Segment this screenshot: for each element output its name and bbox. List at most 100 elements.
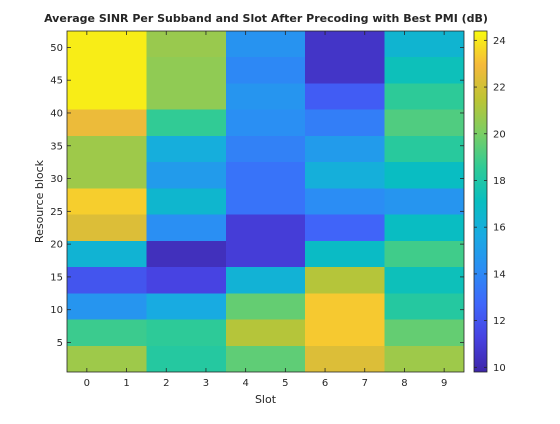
- heatmap-cell: [146, 267, 226, 294]
- y-tick-label: 30: [50, 174, 63, 185]
- colorbar-tick-label: 20: [493, 129, 506, 140]
- x-tick-label: 7: [362, 378, 368, 389]
- colorbar-tick-label: 18: [493, 176, 506, 187]
- heatmap-cell: [146, 319, 226, 346]
- heatmap-cell: [67, 214, 147, 241]
- y-tick-label: 20: [50, 240, 63, 251]
- y-tick-label: 15: [50, 272, 63, 283]
- heatmap-cell: [146, 345, 226, 372]
- heatmap-cell: [225, 162, 306, 189]
- heatmap-cell: [384, 188, 464, 215]
- heatmap-cell: [67, 188, 147, 215]
- heatmap-cell: [305, 240, 385, 268]
- heatmap-cell: [146, 31, 226, 58]
- colorbar-tick-label: 22: [493, 83, 506, 94]
- heatmap-cell: [225, 214, 306, 241]
- heatmap-cell: [384, 345, 464, 372]
- colorbar-tick-label: 14: [493, 269, 506, 280]
- heatmap-cell: [384, 162, 464, 189]
- heatmap-cell: [384, 267, 464, 294]
- x-tick-label: 6: [322, 378, 328, 389]
- heatmap-cell: [225, 135, 306, 163]
- heatmap-cell: [305, 293, 385, 320]
- heatmap-cell: [146, 188, 226, 215]
- heatmap-cell: [67, 240, 147, 268]
- colorbar-tick-label: 16: [493, 223, 506, 234]
- heatmap-cell: [225, 109, 306, 136]
- colorbar-tick-label: 10: [493, 363, 506, 374]
- colorbar-tick-label: 24: [493, 36, 506, 47]
- heatmap-cell: [384, 319, 464, 346]
- heatmap-cell: [225, 57, 306, 84]
- heatmap-cell: [146, 109, 226, 136]
- heatmap-cell: [305, 214, 385, 241]
- x-tick-label: 4: [242, 378, 248, 389]
- heatmap-cell: [305, 83, 385, 110]
- heatmap-cell: [305, 109, 385, 136]
- heatmap-cell: [67, 31, 147, 58]
- heatmap-cell: [146, 240, 226, 268]
- x-tick-label: 2: [163, 378, 169, 389]
- heatmap-cell: [305, 267, 385, 294]
- heatmap-cell: [305, 188, 385, 215]
- heatmap-cell: [384, 293, 464, 320]
- y-tick-label: 50: [50, 43, 63, 54]
- y-axis-label: Resource block: [33, 159, 46, 243]
- heatmap-cell: [146, 214, 226, 241]
- heatmap-cell: [384, 214, 464, 241]
- x-tick-label: 3: [203, 378, 209, 389]
- heatmap-cell: [384, 109, 464, 136]
- heatmap-cell: [67, 57, 147, 84]
- heatmap-cell: [225, 345, 306, 372]
- heatmap-cell: [67, 135, 147, 163]
- heatmap-cell: [225, 188, 306, 215]
- heatmap-cell: [146, 293, 226, 320]
- heatmap-cell: [67, 267, 147, 294]
- heatmap-cell: [67, 83, 147, 110]
- heatmap-cell: [384, 57, 464, 84]
- x-tick-label: 9: [441, 378, 447, 389]
- heatmap-cell: [67, 293, 147, 320]
- x-tick-label: 8: [401, 378, 407, 389]
- y-tick-label: 5: [57, 338, 63, 349]
- x-tick-label: 0: [84, 378, 90, 389]
- heatmap-cell: [225, 83, 306, 110]
- chart-title: Average SINR Per Subband and Slot After …: [44, 12, 488, 25]
- heatmap-cell: [305, 345, 385, 372]
- heatmap-cell: [305, 162, 385, 189]
- heatmap-cell: [67, 345, 147, 372]
- heatmap-cell: [67, 162, 147, 189]
- heatmap-cell: [305, 31, 385, 58]
- heatmap-cell: [305, 135, 385, 163]
- colorbar: 10 12 14 16 18 20 22 24: [473, 30, 506, 374]
- heatmap-cell: [225, 240, 306, 268]
- heatmap-cell: [384, 31, 464, 58]
- x-tick-label: 5: [282, 378, 288, 389]
- colorbar-gradient: [473, 30, 488, 373]
- colorbar-tick-label: 12: [493, 316, 506, 327]
- heatmap-cell: [146, 57, 226, 84]
- heatmap-cell: [305, 319, 385, 346]
- heatmap-cell: [67, 319, 147, 346]
- heatmap-cell: [225, 31, 306, 58]
- heatmap-cell: [225, 319, 306, 346]
- heatmap-cell: [384, 135, 464, 163]
- heatmap-cell: [225, 267, 306, 294]
- heatmap-cells: [67, 31, 464, 372]
- heatmap-cell: [305, 57, 385, 84]
- y-tick-label: 40: [50, 108, 63, 119]
- heatmap-cell: [384, 240, 464, 268]
- x-tick-label: 1: [123, 378, 129, 389]
- heatmap-cell: [146, 135, 226, 163]
- x-axis-label: Slot: [255, 393, 277, 406]
- plot-frame: [66, 30, 465, 373]
- heatmap-cell: [384, 83, 464, 110]
- heatmap-cell: [67, 109, 147, 136]
- heatmap-cell: [146, 83, 226, 110]
- y-tick-label: 45: [50, 76, 63, 87]
- y-tick-label: 10: [50, 305, 63, 316]
- heatmap-cell: [225, 293, 306, 320]
